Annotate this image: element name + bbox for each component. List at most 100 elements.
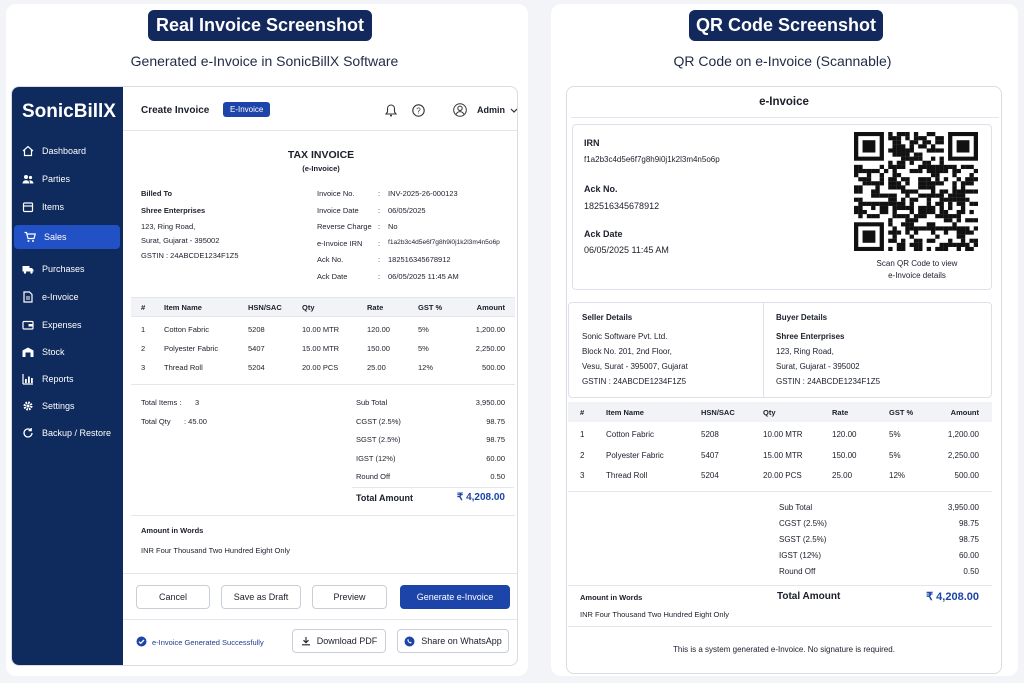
sidebar-item-label: Backup / Restore	[42, 428, 112, 438]
meta-value: 06/05/2025	[388, 205, 426, 215]
party-gstin: GSTIN : 24ABCDE1234F1Z5	[141, 251, 239, 260]
buyer-line: 123, Ring Road,	[776, 347, 834, 356]
qr-total-value: 98.75	[958, 519, 979, 528]
total-label: IGST (12%)	[356, 453, 396, 463]
app-window: SonicBillX Dashboard Parties Items Sales Pur…	[11, 86, 518, 666]
app-logo: SonicBillX	[22, 101, 116, 122]
share-whatsapp-label: Share on WhatsApp	[421, 636, 502, 646]
table-cell: 150.00	[367, 344, 390, 353]
ack-no-value: 182516345678912	[584, 201, 660, 211]
sidebar-item-parties[interactable]: Parties	[12, 167, 118, 191]
qr-table-cell: 2	[580, 450, 585, 460]
table-cell: Thread Roll	[164, 363, 203, 372]
sidebar-item-backup-restore[interactable]: Backup / Restore	[12, 421, 118, 445]
sidebar-item-expenses[interactable]: Expenses	[12, 313, 118, 337]
sidebar-item-purchases[interactable]: Purchases	[12, 257, 118, 281]
table-cell: 15.00 MTR	[302, 344, 340, 353]
qr-column-header: Rate	[832, 408, 849, 417]
qr-column-header: Item Name	[606, 408, 644, 417]
einvoice-doc-title: e-Invoice	[759, 96, 809, 108]
qr-column-header: HSN/SAC	[701, 408, 735, 417]
table-cell: 10.00 MTR	[302, 325, 340, 334]
qr-table-cell: 20.00 PCS	[763, 471, 802, 480]
qr-total-label: Round Off	[779, 567, 816, 576]
user-avatar-icon[interactable]	[453, 103, 467, 117]
column-header: Qty	[302, 303, 315, 312]
download-pdf-button[interactable]: Download PDF	[292, 629, 386, 653]
sidebar-item-label: Stock	[42, 347, 65, 357]
warehouse-icon	[22, 347, 34, 357]
qr-total-label: CGST (2.5%)	[779, 519, 827, 528]
sidebar-item-sales[interactable]: Sales	[14, 225, 120, 249]
qr-code[interactable]	[854, 132, 978, 251]
divider	[352, 487, 514, 488]
total-qty-value: : 45.00	[184, 417, 207, 426]
seller-line: Vesu, Surat - 395007, Gujarat	[582, 362, 688, 371]
meta-label: Ack No.	[317, 255, 344, 264]
table-cell: 1,200.00	[475, 325, 505, 334]
gear-icon	[23, 401, 33, 411]
qr-table-cell: 120.00	[832, 430, 857, 439]
save-draft-button[interactable]: Save as Draft	[221, 585, 301, 609]
sidebar-item-items[interactable]: Items	[12, 195, 118, 219]
document-icon	[22, 291, 34, 303]
qr-column-header: GST %	[889, 408, 914, 417]
scan-instruction-2: e-Invoice details	[888, 271, 946, 280]
qr-code-badge: QR Code Screenshot	[689, 10, 883, 41]
party-address-2: Surat, Gujarat - 395002	[141, 236, 220, 245]
column-header: Amount	[476, 303, 505, 312]
total-items-label: Total Items :	[141, 398, 182, 407]
qr-table-cell: Polyester Fabric	[606, 450, 664, 460]
invoice-subtitle: (e-Invoice)	[302, 164, 340, 173]
generate-einvoice-button[interactable]: Generate e-Invoice	[400, 585, 510, 609]
status-message: e-Invoice Generated Successfully	[152, 638, 264, 647]
share-whatsapp-button[interactable]: Share on WhatsApp	[397, 629, 509, 653]
footer-note: This is a system generated e-Invoice. No…	[673, 645, 895, 654]
qr-total-amount-value: ₹ 4,208.00	[926, 591, 979, 603]
table-cell: 5%	[418, 325, 429, 334]
sidebar-item-dashboard[interactable]: Dashboard	[12, 139, 118, 163]
sidebar-item-stock[interactable]: Stock	[12, 340, 118, 364]
svg-text:?: ?	[416, 107, 421, 116]
scan-instruction-1: Scan QR Code to view	[876, 259, 958, 268]
table-cell: Cotton Fabric	[164, 325, 210, 334]
total-value: 60.00	[486, 453, 505, 463]
column-header: HSN/SAC	[248, 303, 282, 312]
wallet-icon	[22, 319, 34, 331]
cancel-button[interactable]: Cancel	[136, 585, 210, 609]
meta-label: Invoice Date	[317, 205, 359, 215]
seller-line: Sonic Software Pvt. Ltd.	[582, 332, 668, 341]
qr-table-cell: 1	[580, 430, 585, 439]
bell-icon[interactable]	[385, 104, 397, 117]
meta-colon: :	[378, 255, 381, 264]
preview-button[interactable]: Preview	[312, 585, 387, 609]
sidebar-item-settings[interactable]: Settings	[12, 394, 118, 418]
divider	[763, 302, 764, 398]
total-amount-value: ₹ 4,208.00	[456, 492, 505, 503]
qr-table-cell: 5%	[889, 450, 901, 460]
user-name[interactable]: Admin	[477, 105, 505, 115]
divider	[568, 585, 992, 586]
table-cell: 500.00	[482, 363, 505, 372]
qr-table-cell: 15.00 MTR	[763, 450, 803, 460]
table-cell: 2,250.00	[475, 344, 505, 353]
sidebar-item-e-invoice[interactable]: e-Invoice	[12, 285, 118, 309]
divider	[131, 515, 515, 516]
sidebar-item-reports[interactable]: Reports	[12, 367, 118, 391]
irn-value: f1a2b3c4d5e6f7g8h9i0j1k2l3m4n5o6p	[584, 155, 720, 164]
total-qty-label: Total Qty	[141, 417, 171, 426]
chevron-down-icon[interactable]	[510, 108, 518, 114]
einvoice-document: e-Invoice IRN f1a2b3c4d5e6f7g8h9i0j1k2l3…	[566, 86, 1002, 674]
total-label: Sub Total	[356, 398, 388, 407]
billed-to-label: Billed To	[141, 189, 173, 198]
divider	[123, 573, 517, 574]
qr-table-cell: 10.00 MTR	[763, 430, 803, 439]
help-icon[interactable]: ?	[412, 104, 425, 117]
total-label: SGST (2.5%)	[356, 435, 401, 444]
column-header: Rate	[367, 303, 384, 312]
truck-icon	[22, 266, 34, 274]
qr-table-cell: 12%	[889, 471, 906, 480]
column-header: #	[141, 303, 146, 312]
qr-table-cell: 5%	[889, 430, 901, 439]
qr-table-cell: Thread Roll	[606, 471, 648, 480]
